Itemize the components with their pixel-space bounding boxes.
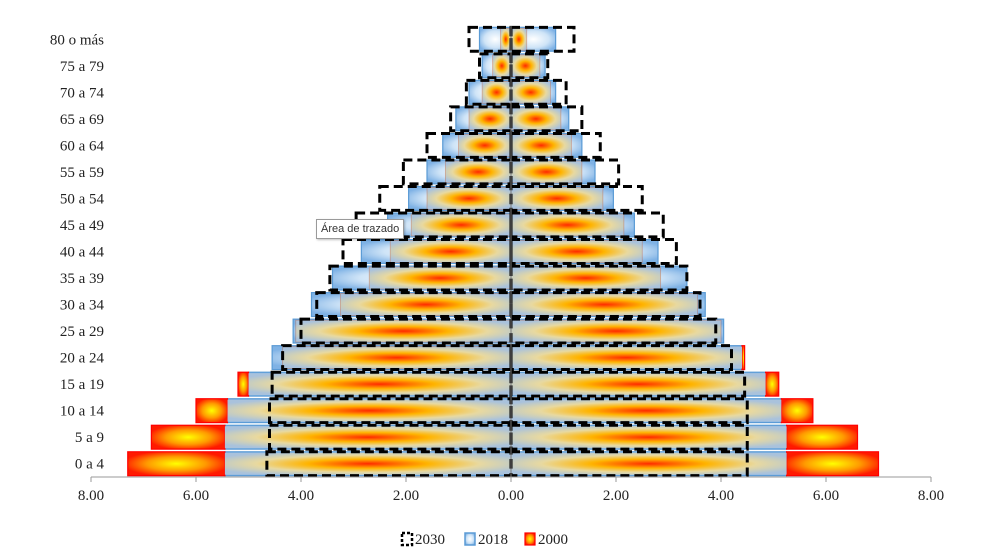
bar-2000-right-8[interactable] bbox=[510, 240, 643, 263]
bar-2000-right-5[interactable] bbox=[510, 319, 722, 343]
legend-item-2030[interactable]: 2030 bbox=[400, 531, 445, 548]
bar-2000-right-13[interactable] bbox=[510, 107, 562, 131]
bar-2000-right-0[interactable] bbox=[786, 451, 880, 477]
bar-2000-right-11[interactable] bbox=[510, 160, 583, 184]
x-tick-label: 2.00 bbox=[393, 488, 419, 504]
bar-2000-left-16[interactable] bbox=[500, 27, 512, 51]
bar-2000-left-2[interactable] bbox=[195, 398, 229, 424]
bar-2000-left-13[interactable] bbox=[468, 107, 512, 131]
bar-2030-right-13[interactable] bbox=[509, 105, 584, 133]
bar-2030-left-9[interactable] bbox=[354, 211, 513, 239]
category-label: 35 a 39 bbox=[60, 271, 104, 287]
x-tick-label: 0.00 bbox=[498, 488, 524, 504]
category-label: 65 a 69 bbox=[60, 112, 104, 128]
bar-2000-right-7[interactable] bbox=[510, 266, 662, 290]
x-tick-label: 4.00 bbox=[708, 488, 734, 504]
category-label: 30 a 34 bbox=[60, 298, 105, 314]
bar-2030-left-12[interactable] bbox=[425, 131, 513, 159]
bar-2000-left-3[interactable] bbox=[237, 371, 250, 397]
x-tick-label: 8.00 bbox=[918, 488, 944, 504]
legend-item-2000[interactable]: 2000 bbox=[524, 532, 568, 548]
x-tick-label: 8.00 bbox=[78, 488, 104, 504]
bar-2000-overlap-right-2 bbox=[511, 399, 782, 422]
bar-2000-right-9[interactable] bbox=[510, 213, 625, 237]
category-label: 15 a 19 bbox=[60, 377, 104, 393]
bar-2000-left-12[interactable] bbox=[458, 134, 512, 157]
x-tick-label: 4.00 bbox=[288, 488, 314, 504]
bar-2000-right-16[interactable] bbox=[510, 27, 528, 51]
bar-2000-overlap-right-4 bbox=[511, 346, 742, 369]
bar-2000-left-15[interactable] bbox=[492, 54, 512, 78]
bar-2000-overlap-right-3 bbox=[511, 373, 766, 396]
category-label: 25 a 29 bbox=[60, 324, 104, 340]
legend-label-2018: 2018 bbox=[478, 532, 508, 548]
plot-area[interactable] bbox=[127, 25, 880, 478]
legend-swatch-2030 bbox=[400, 531, 414, 547]
bar-2000-left-14[interactable] bbox=[481, 80, 512, 104]
x-tick-label: 6.00 bbox=[813, 488, 839, 504]
chart-tooltip: Área de trazado bbox=[316, 219, 405, 239]
bar-2030-right-11[interactable] bbox=[509, 158, 621, 186]
category-label: 55 a 59 bbox=[60, 165, 104, 181]
bar-2000-left-5[interactable] bbox=[295, 319, 512, 343]
category-label: 0 a 4 bbox=[75, 457, 105, 473]
bar-2000-left-1[interactable] bbox=[150, 424, 226, 450]
bar-2000-overlap-right-0 bbox=[511, 452, 787, 475]
legend-item-2018[interactable]: 2018 bbox=[464, 532, 508, 548]
legend-label-2000: 2000 bbox=[538, 532, 568, 548]
category-label: 10 a 14 bbox=[60, 404, 105, 420]
category-label: 20 a 24 bbox=[60, 351, 105, 367]
bar-2000-left-11[interactable] bbox=[444, 160, 512, 184]
bar-2000-overlap-left-2 bbox=[227, 399, 511, 422]
bar-2030-right-15[interactable] bbox=[509, 52, 550, 80]
legend-label-2030: 2030 bbox=[415, 532, 445, 548]
bar-2000-left-6[interactable] bbox=[339, 293, 512, 316]
x-axis: 8.00 6.00 4.00 2.00 0.00 2.00 4.00 6.00 8.00 bbox=[78, 476, 944, 504]
bar-2000-left-8[interactable] bbox=[389, 240, 512, 263]
bar-2000-right-6[interactable] bbox=[510, 293, 698, 316]
bar-2030-left-8[interactable] bbox=[341, 238, 513, 265]
bar-2000-right-10[interactable] bbox=[510, 187, 604, 210]
category-label: 5 a 9 bbox=[75, 430, 104, 446]
bar-2030-right-5[interactable] bbox=[509, 317, 718, 345]
bar-2000-left-0[interactable] bbox=[127, 451, 226, 477]
category-label: 80 o más bbox=[50, 32, 104, 48]
category-label: 70 a 74 bbox=[60, 85, 105, 101]
bar-2030-left-6[interactable] bbox=[315, 291, 513, 318]
category-label: 40 a 44 bbox=[60, 245, 105, 261]
bar-2030-left-3[interactable] bbox=[270, 370, 513, 398]
bar-2000-right-12[interactable] bbox=[510, 134, 572, 157]
bar-2000-left-7[interactable] bbox=[368, 266, 512, 290]
bar-2000-left-4[interactable] bbox=[282, 346, 512, 369]
chart-legend: 2030 2018 2000 bbox=[400, 531, 568, 548]
bar-2030-left-16[interactable] bbox=[467, 25, 513, 53]
bar-2000-overlap-left-1 bbox=[224, 426, 511, 449]
bar-2000-left-10[interactable] bbox=[426, 187, 512, 210]
bar-2000-left-9[interactable] bbox=[410, 213, 512, 237]
bar-2030-right-3[interactable] bbox=[509, 370, 747, 398]
category-label: 45 a 49 bbox=[60, 218, 104, 234]
legend-swatch-2000 bbox=[524, 532, 536, 546]
bar-2030-left-5[interactable] bbox=[299, 317, 513, 345]
bar-2000-right-4[interactable] bbox=[741, 345, 746, 371]
bar-2000-right-2[interactable] bbox=[780, 398, 814, 424]
category-label: 60 a 64 bbox=[60, 138, 105, 154]
x-tick-label: 2.00 bbox=[603, 488, 629, 504]
bar-2000-overlap-right-1 bbox=[511, 426, 787, 449]
category-label: 75 a 79 bbox=[60, 59, 104, 75]
y-axis: 0 a 4 5 a 9 10 a 14 15 a 19 20 a 24 25 a 29 30… bbox=[50, 32, 105, 472]
category-label: 50 a 54 bbox=[60, 191, 105, 207]
bar-2030-right-7[interactable] bbox=[509, 264, 689, 292]
x-tick-label: 6.00 bbox=[183, 488, 209, 504]
bar-2000-right-3[interactable] bbox=[765, 371, 780, 397]
bar-2000-right-15[interactable] bbox=[510, 54, 541, 78]
bar-2000-overlap-left-0 bbox=[224, 452, 511, 475]
legend-swatch-2018 bbox=[464, 532, 476, 546]
bar-2000-right-1[interactable] bbox=[786, 424, 859, 450]
bar-2030-left-7[interactable] bbox=[328, 264, 513, 292]
bar-2000-right-14[interactable] bbox=[510, 80, 551, 104]
bar-2000-overlap-left-3 bbox=[248, 373, 511, 396]
